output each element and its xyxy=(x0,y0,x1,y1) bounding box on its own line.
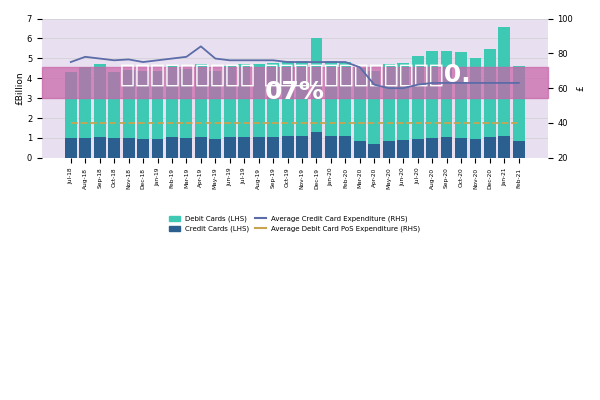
Bar xyxy=(340,136,352,158)
Bar xyxy=(195,137,207,158)
Bar xyxy=(484,49,496,137)
Bar xyxy=(354,141,366,158)
Bar xyxy=(267,63,279,137)
Bar xyxy=(65,72,77,138)
Bar xyxy=(209,139,221,158)
Bar xyxy=(311,38,322,132)
Bar xyxy=(440,137,452,158)
Bar xyxy=(195,64,207,137)
Legend: Debit Cards (LHS), Credit Cards (LHS), Average Credit Card Expenditure (RHS), Av: Debit Cards (LHS), Credit Cards (LHS), A… xyxy=(167,213,423,235)
Bar xyxy=(397,140,409,158)
Bar xyxy=(122,138,134,158)
Bar xyxy=(152,139,163,158)
Bar xyxy=(311,132,322,158)
Bar xyxy=(513,141,525,158)
Bar xyxy=(253,64,265,137)
Bar xyxy=(499,136,511,158)
Bar xyxy=(340,62,352,136)
Bar xyxy=(499,28,511,136)
Bar xyxy=(137,139,149,158)
Bar xyxy=(296,136,308,158)
Bar xyxy=(296,61,308,136)
Text: 07%: 07% xyxy=(265,80,325,104)
Bar xyxy=(281,136,293,158)
Bar xyxy=(412,139,424,158)
Bar xyxy=(108,72,120,138)
Bar xyxy=(181,69,193,138)
Bar xyxy=(426,51,438,138)
Y-axis label: £: £ xyxy=(576,85,585,91)
Bar xyxy=(513,66,525,141)
Bar xyxy=(455,138,467,158)
Bar xyxy=(368,71,380,144)
Bar xyxy=(383,64,395,141)
Bar xyxy=(383,141,395,158)
Bar xyxy=(325,136,337,158)
Bar xyxy=(152,71,163,139)
Y-axis label: £Billion: £Billion xyxy=(15,71,24,105)
Bar xyxy=(65,138,77,158)
Bar xyxy=(224,66,236,137)
Bar xyxy=(209,71,221,139)
Bar xyxy=(238,137,250,158)
Bar xyxy=(267,137,279,158)
Bar xyxy=(79,138,91,158)
Bar xyxy=(426,138,438,158)
Bar xyxy=(79,67,91,138)
Bar xyxy=(470,58,481,139)
Bar xyxy=(455,52,467,138)
Bar xyxy=(166,137,178,158)
Bar xyxy=(412,56,424,139)
Bar xyxy=(397,63,409,140)
Bar xyxy=(181,138,193,158)
Bar xyxy=(122,70,134,138)
Bar xyxy=(42,67,548,98)
Bar xyxy=(137,71,149,139)
Bar xyxy=(325,61,337,136)
Bar xyxy=(253,137,265,158)
Bar xyxy=(470,139,481,158)
Bar xyxy=(108,138,120,158)
Bar xyxy=(238,64,250,137)
Bar xyxy=(354,68,366,141)
Bar xyxy=(281,61,293,136)
Bar xyxy=(484,137,496,158)
Bar xyxy=(440,51,452,137)
Text: 股票里面怎么加杠杆 纳斯达克生物科技指数收跌0.: 股票里面怎么加杠杆 纳斯达克生物科技指数收跌0. xyxy=(119,62,470,86)
Bar xyxy=(94,137,106,158)
Bar xyxy=(224,137,236,158)
Bar xyxy=(368,144,380,158)
Bar xyxy=(166,66,178,137)
Bar xyxy=(94,64,106,137)
